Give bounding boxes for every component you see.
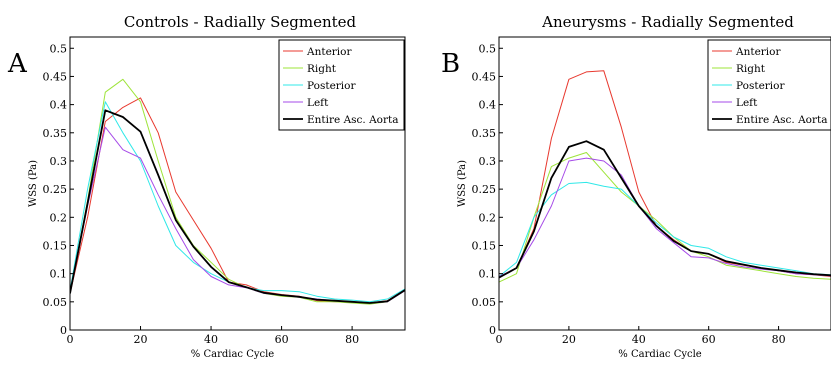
- legend-label: Anterior: [306, 46, 352, 58]
- chart-title: Controls - Radially Segmented: [124, 13, 357, 31]
- legend-label: Entire Asc. Aorta: [736, 114, 828, 126]
- x-tick-label: 20: [134, 333, 148, 346]
- series-line-left: [70, 126, 405, 304]
- plot-frame: [498, 36, 831, 331]
- x-tick-label: 40: [204, 333, 218, 346]
- x-axis-label: % Cardiac Cycle: [191, 349, 275, 360]
- y-axis-label: WSS (Pa): [457, 160, 468, 207]
- chart-panel: Aneurysms - Radially Segmented B 0 0.05 0.1 0…: [441, 13, 831, 360]
- legend: Anterior Right Posterior Left Entire Asc. Ao…: [278, 39, 405, 131]
- y-tick-label: 0: [60, 324, 67, 337]
- y-tick-label: 0.3: [479, 155, 497, 168]
- legend: Anterior Right Posterior Left Entire Asc. Ao…: [707, 39, 831, 131]
- x-tick-label: 60: [275, 333, 289, 346]
- legend-label: Left: [307, 97, 329, 109]
- series-line-right: [70, 78, 405, 305]
- legend-label: Right: [307, 63, 337, 75]
- y-tick-label: 0.45: [43, 70, 68, 83]
- y-tick-label: 0.1: [50, 268, 68, 281]
- series-line-entire-asc-aorta: [70, 109, 405, 304]
- y-axis-label: WSS (Pa): [28, 160, 39, 207]
- series-line-left: [499, 157, 831, 277]
- y-tick-label: 0: [489, 324, 496, 337]
- y-tick-label: 0.05: [43, 296, 68, 309]
- y-tick-label: 0.1: [479, 268, 497, 281]
- x-axis-label: % Cardiac Cycle: [618, 349, 702, 360]
- y-tick-label: 0.5: [479, 42, 497, 55]
- legend-label: Posterior: [736, 80, 785, 92]
- x-tick-label: 60: [702, 333, 716, 346]
- y-tick-label: 0.5: [50, 42, 68, 55]
- chart-title: Aneurysms - Radially Segmented: [541, 13, 794, 31]
- y-tick-label: 0.15: [43, 239, 68, 252]
- x-tick-label: 20: [562, 333, 576, 346]
- y-tick-label: 0.25: [472, 183, 497, 196]
- y-tick-label: 0.3: [50, 155, 68, 168]
- y-tick-label: 0.45: [472, 70, 497, 83]
- legend-label: Anterior: [735, 46, 781, 58]
- y-tick-label: 0.4: [50, 99, 68, 112]
- series-line-right: [499, 152, 831, 283]
- legend-label: Posterior: [307, 80, 356, 92]
- y-tick-label: 0.05: [472, 296, 497, 309]
- chart-panel: Controls - Radially Segmented A 0 0.05 0.1 0.…: [7, 13, 406, 360]
- x-tick-label: 80: [345, 333, 359, 346]
- x-tick-label: 0: [496, 333, 503, 346]
- y-tick-label: 0.2: [50, 211, 68, 224]
- y-tick-label: 0.15: [472, 239, 497, 252]
- x-tick-label: 80: [772, 333, 786, 346]
- plot-frame: [69, 36, 406, 331]
- y-tick-label: 0.4: [479, 99, 497, 112]
- series-line-entire-asc-aorta: [499, 140, 831, 279]
- y-tick-label: 0.35: [43, 127, 68, 140]
- x-tick-label: 0: [67, 333, 74, 346]
- series-line-posterior: [70, 101, 405, 303]
- y-tick-label: 0.2: [479, 211, 497, 224]
- series-line-posterior: [499, 181, 831, 277]
- panel-label: A: [7, 49, 28, 79]
- legend-label: Entire Asc. Aorta: [307, 114, 399, 126]
- legend-label: Right: [736, 63, 766, 75]
- panel-label: B: [441, 49, 460, 79]
- y-tick-label: 0.25: [43, 183, 68, 196]
- x-tick-label: 40: [632, 333, 646, 346]
- legend-label: Left: [736, 97, 758, 109]
- y-tick-label: 0.35: [472, 127, 497, 140]
